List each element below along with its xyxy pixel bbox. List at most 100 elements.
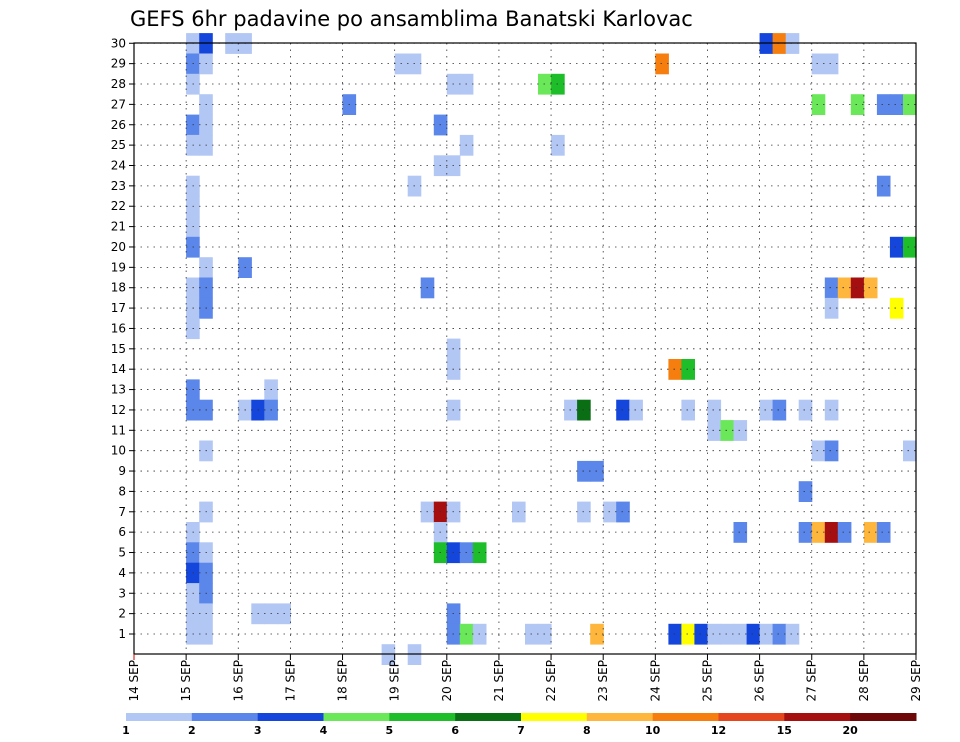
y-tick-label: 8 xyxy=(118,484,126,498)
x-tick-label: 20 SEP xyxy=(440,660,454,702)
precip-cell xyxy=(863,522,878,543)
y-tick-label: 15 xyxy=(111,342,126,356)
x-tick-label: 16 SEP xyxy=(231,660,245,702)
precip-cell xyxy=(824,522,839,543)
precip-cell xyxy=(850,277,865,299)
y-tick-label: 25 xyxy=(111,138,126,152)
precip-cell xyxy=(903,440,917,462)
x-tick-label: 25 SEP xyxy=(701,660,715,702)
y-tick-label: 23 xyxy=(111,179,126,193)
precip-cell xyxy=(759,399,774,421)
legend-label: 1 xyxy=(122,724,130,737)
x-tick-label: 18 SEP xyxy=(336,660,350,702)
precip-cell xyxy=(811,94,826,115)
x-tick-label: 19 SEP xyxy=(388,660,402,702)
legend-label: 4 xyxy=(320,724,328,737)
x-tick-label: 22 SEP xyxy=(544,660,558,702)
y-tick-label: 10 xyxy=(111,444,126,458)
precip-cell xyxy=(837,277,852,299)
legend-label: 3 xyxy=(254,724,262,737)
precip-cell xyxy=(903,94,917,115)
precip-cell xyxy=(694,623,708,645)
x-tick-label: 17 SEP xyxy=(283,660,297,702)
y-tick-label: 24 xyxy=(111,158,126,172)
legend-label: 2 xyxy=(188,724,196,737)
legend-swatch xyxy=(521,713,588,721)
legend-swatch xyxy=(389,713,456,721)
legend-swatch xyxy=(850,713,917,721)
x-tick-label: 23 SEP xyxy=(596,660,610,702)
precip-cell xyxy=(707,420,722,441)
precip-cell xyxy=(707,623,722,645)
y-tick-label: 2 xyxy=(118,607,126,621)
precip-cell xyxy=(655,53,669,75)
precip-cell xyxy=(798,481,813,502)
legend-swatch xyxy=(652,713,719,721)
y-tick-label: 30 xyxy=(111,36,126,50)
chart-title: GEFS 6hr padavine po ansamblima Banatski… xyxy=(130,7,693,31)
legend-swatch xyxy=(455,713,522,721)
precip-cell xyxy=(903,236,917,258)
y-tick-label: 19 xyxy=(111,260,126,274)
precip-cell xyxy=(798,399,813,421)
y-tick-label: 3 xyxy=(118,586,126,600)
precip-cell xyxy=(720,420,735,441)
precip-cell xyxy=(850,94,865,115)
y-tick-label: 26 xyxy=(111,118,126,132)
legend-swatch xyxy=(586,713,654,721)
legend-label: 15 xyxy=(777,724,792,737)
precip-cell xyxy=(720,623,735,645)
y-tick-label: 4 xyxy=(118,566,126,580)
x-tick-label: 26 SEP xyxy=(753,660,767,702)
precip-cell xyxy=(837,522,852,543)
x-tick-label: 15 SEP xyxy=(179,660,193,702)
y-tick-label: 16 xyxy=(111,321,126,335)
precip-cell xyxy=(824,297,839,319)
x-tick-label: 24 SEP xyxy=(648,660,662,702)
x-tick-label: 21 SEP xyxy=(492,660,506,702)
precip-cell xyxy=(681,359,695,380)
legend-label: 8 xyxy=(583,724,591,737)
precip-cell xyxy=(811,53,826,75)
precip-cell xyxy=(629,399,643,421)
legend-label: 10 xyxy=(645,724,661,737)
y-tick-label: 29 xyxy=(111,57,126,71)
y-tick-label: 6 xyxy=(118,525,126,539)
precip-cell xyxy=(889,236,904,258)
precip-cell xyxy=(668,623,682,645)
color-legend: 1 2 3 4 5 6 7 8 10 12 15 20 xyxy=(122,713,917,737)
precip-cell xyxy=(876,175,891,197)
precip-cell xyxy=(668,359,682,380)
precip-cell xyxy=(824,277,839,299)
precip-cell xyxy=(824,440,839,462)
legend-swatch xyxy=(784,713,851,721)
y-tick-label: 28 xyxy=(111,77,126,91)
legend-label: 20 xyxy=(843,724,859,737)
precip-cell xyxy=(785,623,800,645)
y-tick-label: 5 xyxy=(118,546,126,560)
legend-swatch xyxy=(257,713,324,721)
y-axis: 1234567891011121314151617181920212223242… xyxy=(111,36,134,641)
x-axis: 14 SEP 15 SEP 16 SEP 17 SEP 18 SEP 19 SEP 20 S… xyxy=(127,654,923,702)
legend-swatch xyxy=(718,713,785,721)
legend-label: 12 xyxy=(711,724,726,737)
precip-cell xyxy=(824,399,839,421)
y-tick-label: 18 xyxy=(111,281,126,295)
precip-cell xyxy=(772,399,787,421)
legend-swatch xyxy=(191,713,259,721)
grid-lines xyxy=(134,42,916,654)
precip-cell xyxy=(876,94,891,115)
precip-cell xyxy=(811,440,826,462)
x-tick-label: 27 SEP xyxy=(805,660,819,702)
y-tick-label: 11 xyxy=(111,423,126,437)
precip-cell xyxy=(824,53,839,75)
y-tick-label: 27 xyxy=(111,97,126,111)
precip-cell xyxy=(733,623,748,645)
y-tick-label: 22 xyxy=(111,199,126,213)
y-tick-label: 9 xyxy=(118,464,126,478)
precip-cell xyxy=(772,623,787,645)
legend-label: 7 xyxy=(517,724,525,737)
y-tick-label: 7 xyxy=(118,505,126,519)
precip-cell xyxy=(733,522,748,543)
